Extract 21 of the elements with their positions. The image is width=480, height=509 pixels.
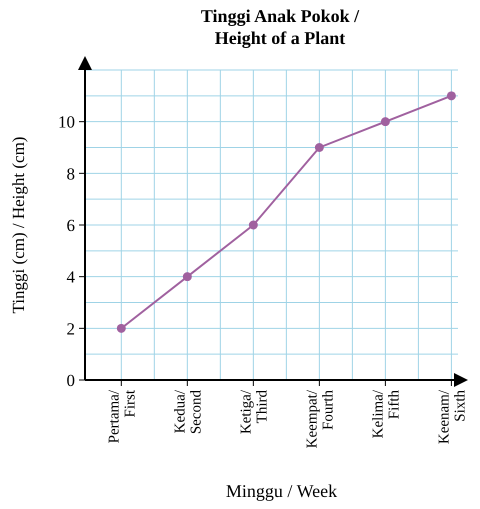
- chart-title: Tinggi Anak Pokok / Height of a Plant: [200, 6, 360, 48]
- x-tick-label: Pertama/ First: [106, 389, 138, 444]
- point: [380, 117, 390, 126]
- y-tick-label: 8: [66, 164, 75, 184]
- point: [314, 143, 324, 152]
- point: [446, 91, 456, 100]
- x-tick-label: Kelima/ Fifth: [370, 389, 402, 438]
- point: [116, 324, 126, 333]
- y-axis-title: Tinggi (cm) / Height (cm): [9, 136, 28, 314]
- y-tick-label: 2: [66, 319, 75, 338]
- x-tick-label: Kedua/ Second: [172, 389, 204, 434]
- y-tick-label: 10: [58, 112, 75, 132]
- x-axis-title: Minggu / Week: [226, 481, 338, 501]
- y-tick-label: 0: [66, 370, 75, 390]
- x-tick-label: Keempat/ Fourth: [304, 389, 336, 448]
- point: [248, 220, 258, 230]
- y-tick-label: 6: [66, 216, 75, 235]
- x-tick-label: Keenam/ Sixth: [436, 389, 468, 444]
- x-tick-label: Ketiga/ Third: [238, 389, 270, 434]
- y-tick-label: 4: [66, 268, 76, 287]
- point: [182, 272, 192, 282]
